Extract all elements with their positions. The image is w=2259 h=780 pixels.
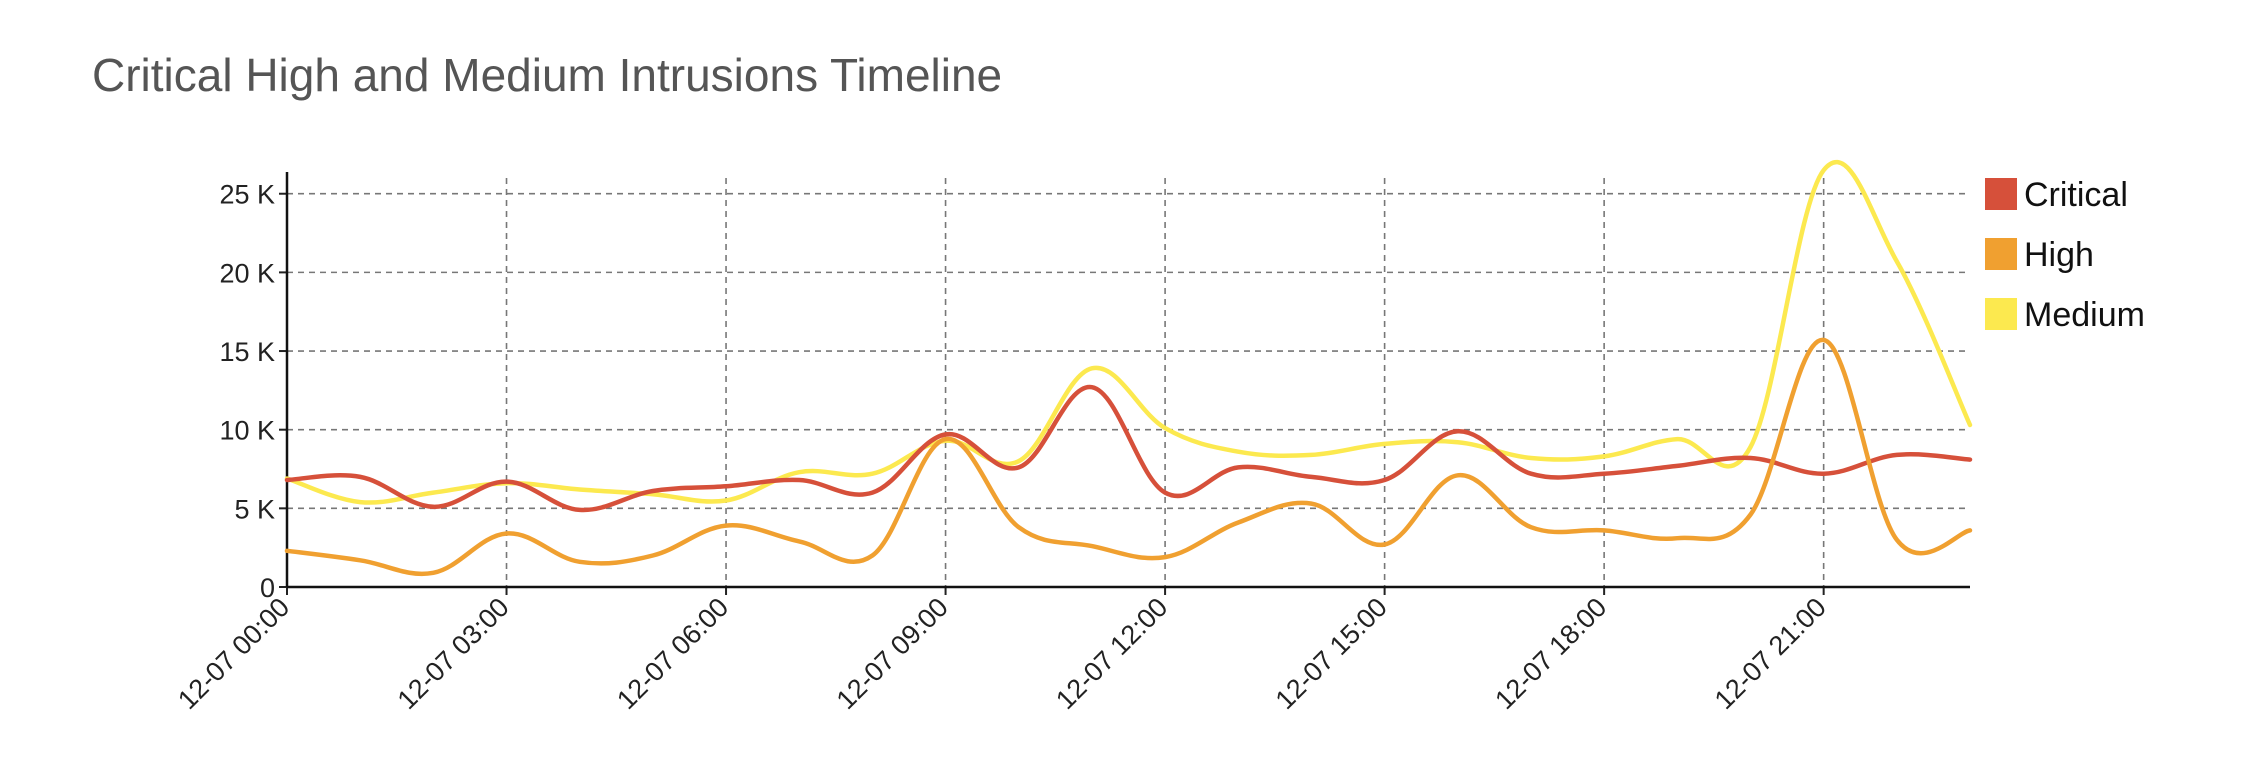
- x-tick-label: 12-07 00:00: [172, 592, 295, 715]
- legend-label-medium: Medium: [2024, 296, 2145, 334]
- y-tick-label: 25 K: [219, 180, 275, 210]
- y-tick-label: 10 K: [219, 416, 275, 446]
- x-tick-label: 12-07 09:00: [831, 592, 954, 715]
- series-line-high: [284, 337, 1973, 577]
- x-tick-label: 12-07 12:00: [1050, 592, 1173, 715]
- grid-lines: [287, 178, 1970, 587]
- y-tick-labels: 0 5 K 10 K 15 K 20 K 25 K: [219, 180, 275, 603]
- y-tick-label: 20 K: [219, 258, 275, 288]
- y-tick-label: 0: [260, 573, 275, 603]
- x-tick-label: 12-07 06:00: [611, 592, 734, 715]
- x-tick-label: 12-07 03:00: [392, 592, 515, 715]
- series-lines: [284, 159, 1973, 577]
- x-tick-label: 12-07 15:00: [1270, 592, 1393, 715]
- x-tick-label: 12-07 21:00: [1709, 592, 1832, 715]
- legend-label-critical: Critical: [2024, 176, 2128, 214]
- series-line-critical: [284, 384, 1973, 513]
- legend: Critical High Medium: [1985, 176, 2145, 334]
- chart-title: Critical High and Medium Intrusions Time…: [92, 49, 1003, 101]
- axes: [279, 172, 1970, 595]
- legend-label-high: High: [2024, 236, 2094, 274]
- y-tick-label: 5 K: [234, 494, 275, 524]
- series-line-medium: [284, 159, 1973, 505]
- x-tick-labels: 12-07 00:00 12-07 03:00 12-07 06:00 12-07 0…: [172, 592, 1832, 715]
- legend-swatch-high: [1985, 238, 2017, 270]
- x-tick-label: 12-07 18:00: [1489, 592, 1612, 715]
- legend-swatch-medium: [1985, 298, 2017, 330]
- legend-swatch-critical: [1985, 178, 2017, 210]
- y-tick-label: 15 K: [219, 337, 275, 367]
